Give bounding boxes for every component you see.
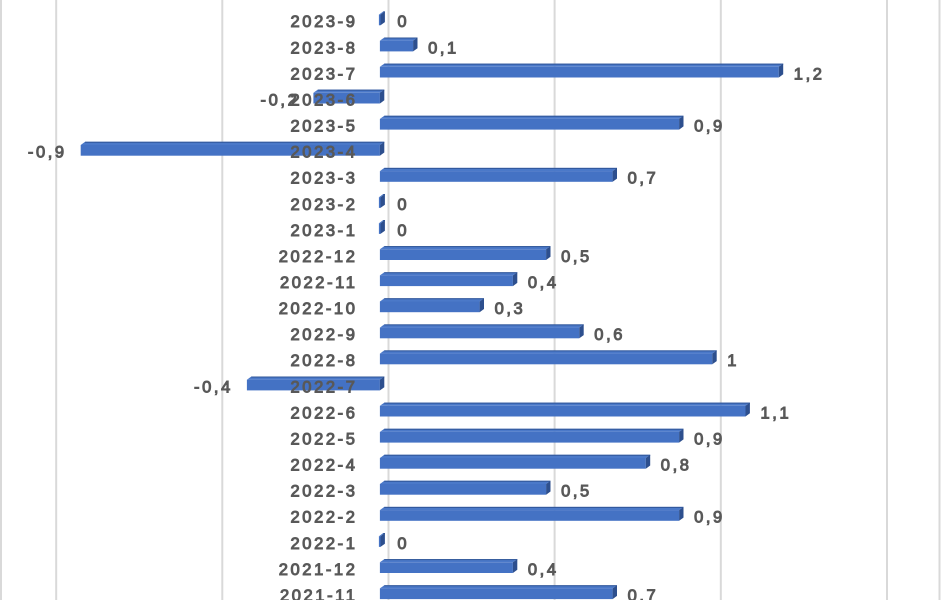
svg-text:0,7: 0,7 xyxy=(628,170,659,188)
svg-text:2023-2: 2023-2 xyxy=(291,196,358,214)
svg-text:2022-7: 2022-7 xyxy=(291,378,358,396)
svg-text:2021-11: 2021-11 xyxy=(280,587,358,600)
svg-text:2023-4: 2023-4 xyxy=(291,144,358,162)
svg-text:-0,2: -0,2 xyxy=(261,91,300,109)
svg-text:2023-5: 2023-5 xyxy=(291,118,358,136)
svg-text:0,4: 0,4 xyxy=(528,561,559,579)
svg-text:0: 0 xyxy=(397,13,409,31)
svg-text:2022-10: 2022-10 xyxy=(279,300,358,318)
svg-text:0,6: 0,6 xyxy=(594,326,625,344)
svg-text:2022-3: 2022-3 xyxy=(291,483,358,501)
svg-text:1,2: 1,2 xyxy=(794,65,825,83)
svg-text:2023-9: 2023-9 xyxy=(291,13,358,31)
svg-text:0,7: 0,7 xyxy=(628,587,659,600)
svg-text:2021-12: 2021-12 xyxy=(279,561,358,579)
svg-text:2023-8: 2023-8 xyxy=(291,39,358,57)
svg-text:0,5: 0,5 xyxy=(561,483,592,501)
svg-text:0,4: 0,4 xyxy=(528,274,559,292)
svg-text:-0,4: -0,4 xyxy=(194,378,233,396)
svg-text:2022-9: 2022-9 xyxy=(291,326,358,344)
svg-text:0,1: 0,1 xyxy=(428,39,459,57)
svg-text:2023-3: 2023-3 xyxy=(291,170,358,188)
svg-text:2022-11: 2022-11 xyxy=(280,274,358,292)
svg-text:1,1: 1,1 xyxy=(761,404,792,422)
svg-text:0: 0 xyxy=(397,222,409,240)
svg-text:2022-1: 2022-1 xyxy=(291,535,358,553)
svg-text:2022-8: 2022-8 xyxy=(291,352,358,370)
svg-text:2023-1: 2023-1 xyxy=(291,222,358,240)
svg-text:2022-5: 2022-5 xyxy=(291,431,358,449)
svg-text:2022-12: 2022-12 xyxy=(279,248,358,266)
svg-text:0: 0 xyxy=(397,196,409,214)
svg-text:2022-6: 2022-6 xyxy=(291,404,358,422)
svg-text:0,9: 0,9 xyxy=(694,118,725,136)
svg-text:0,8: 0,8 xyxy=(661,457,692,475)
svg-text:0,9: 0,9 xyxy=(694,509,725,527)
svg-text:0,9: 0,9 xyxy=(694,431,725,449)
svg-text:-0,9: -0,9 xyxy=(28,144,67,162)
svg-text:0: 0 xyxy=(397,535,409,553)
svg-text:2022-2: 2022-2 xyxy=(291,509,358,527)
svg-text:0,3: 0,3 xyxy=(495,300,526,318)
svg-text:0,5: 0,5 xyxy=(561,248,592,266)
svg-text:2023-7: 2023-7 xyxy=(291,65,358,83)
svg-text:2023-6: 2023-6 xyxy=(291,91,358,109)
svg-text:1: 1 xyxy=(727,352,739,370)
svg-text:2022-4: 2022-4 xyxy=(291,457,358,475)
